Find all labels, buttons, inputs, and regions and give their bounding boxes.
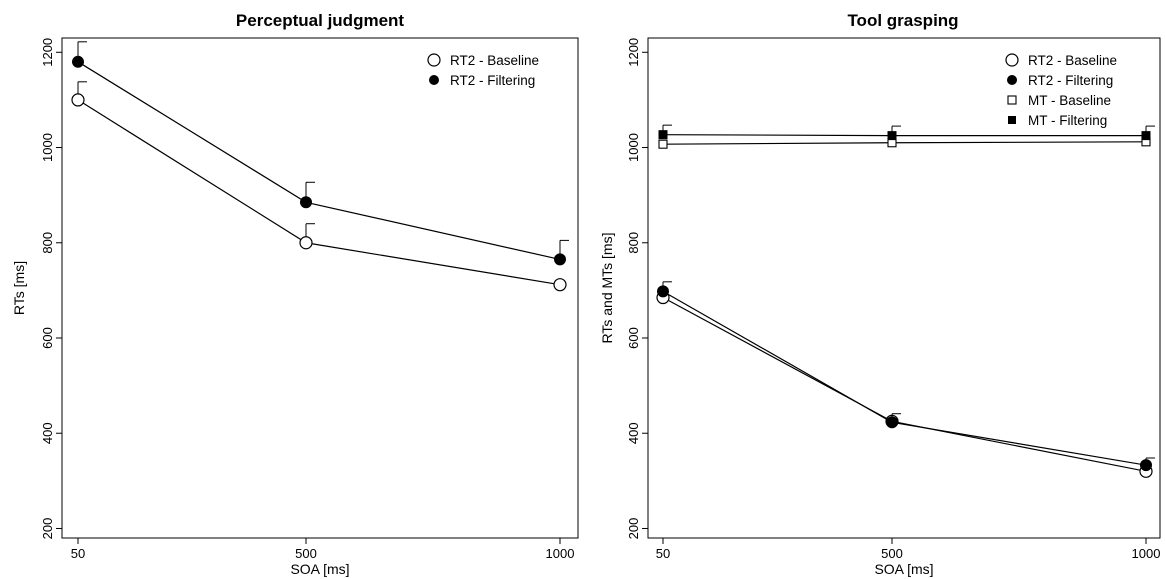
data-point — [1140, 459, 1152, 472]
legend-marker — [1007, 75, 1017, 85]
data-point — [887, 131, 897, 141]
series-3 — [658, 137, 1151, 149]
data-point — [886, 416, 898, 429]
y-tick-label: 1000 — [626, 133, 641, 162]
series-line — [662, 134, 1146, 137]
chart-title: Tool grasping — [847, 11, 958, 30]
legend-marker — [427, 53, 441, 67]
y-tick-label: 1000 — [40, 133, 55, 162]
panel-1: Perceptual judgment SOA [ms] RTs [ms] 200 40… — [11, 11, 579, 577]
y-tick-label: 1200 — [40, 38, 55, 67]
data-point — [72, 55, 84, 68]
y-tick-label: 800 — [626, 232, 641, 254]
legend-label: RT2 - Baseline — [450, 53, 539, 68]
y-tick-label: 200 — [40, 518, 55, 540]
chart-title: Perceptual judgment — [236, 11, 404, 30]
legend-marker — [429, 75, 439, 85]
y-tick-label: 400 — [626, 422, 641, 444]
legend-label: MT - Filtering — [1028, 113, 1107, 128]
legend-marker — [1005, 53, 1019, 67]
data-point — [71, 93, 85, 107]
data-point — [1141, 131, 1151, 141]
series-line — [77, 61, 561, 261]
y-tick-label: 600 — [626, 327, 641, 349]
y-axis-label: RTs and MTs [ms] — [599, 233, 615, 344]
y-tick-label: 1200 — [626, 38, 641, 67]
data-point — [554, 253, 566, 266]
data-point — [657, 285, 669, 298]
x-tick-label: 500 — [295, 546, 317, 561]
data-point — [299, 236, 313, 250]
x-axis-label: SOA [ms] — [290, 561, 349, 577]
series-line — [662, 141, 1147, 145]
x-tick-label: 50 — [71, 546, 85, 561]
series-1 — [656, 290, 1153, 478]
y-axis-label: RTs [ms] — [11, 261, 27, 315]
legend-marker — [1008, 116, 1016, 124]
y-tick-label: 800 — [40, 232, 55, 254]
legend-label: RT2 - Filtering — [1028, 73, 1113, 88]
series-1 — [71, 81, 567, 292]
series-2 — [72, 41, 569, 266]
x-tick-label: 1000 — [546, 546, 575, 561]
plot-frame — [61, 37, 579, 539]
panel-2: Tool grasping SOA [ms] RTs and MTs [ms] 200… — [599, 11, 1161, 577]
plot-frame — [647, 37, 1161, 539]
legend: RT2 - Baseline RT2 - Filtering MT - Baseli… — [1005, 53, 1117, 128]
y-tick-label: 600 — [40, 327, 55, 349]
legend: RT2 - Baseline RT2 - Filtering — [427, 53, 539, 88]
legend-marker — [1007, 95, 1017, 105]
y-tick-label: 400 — [40, 422, 55, 444]
data-point — [300, 196, 312, 209]
data-point — [658, 139, 668, 149]
series-4 — [658, 124, 1155, 141]
x-tick-label: 50 — [656, 546, 670, 561]
legend-label: RT2 - Baseline — [1028, 53, 1117, 68]
x-axis-label: SOA [ms] — [874, 561, 933, 577]
data-point — [553, 278, 567, 292]
series-line — [77, 99, 561, 286]
data-point — [658, 130, 668, 140]
series-line — [662, 296, 1147, 472]
y-tick-label: 200 — [626, 518, 641, 540]
x-tick-label: 500 — [881, 546, 903, 561]
x-tick-label: 1000 — [1132, 546, 1161, 561]
series-2 — [657, 281, 1155, 472]
legend-label: MT - Baseline — [1028, 93, 1111, 108]
series-line — [662, 290, 1147, 466]
legend-label: RT2 - Filtering — [450, 73, 535, 88]
